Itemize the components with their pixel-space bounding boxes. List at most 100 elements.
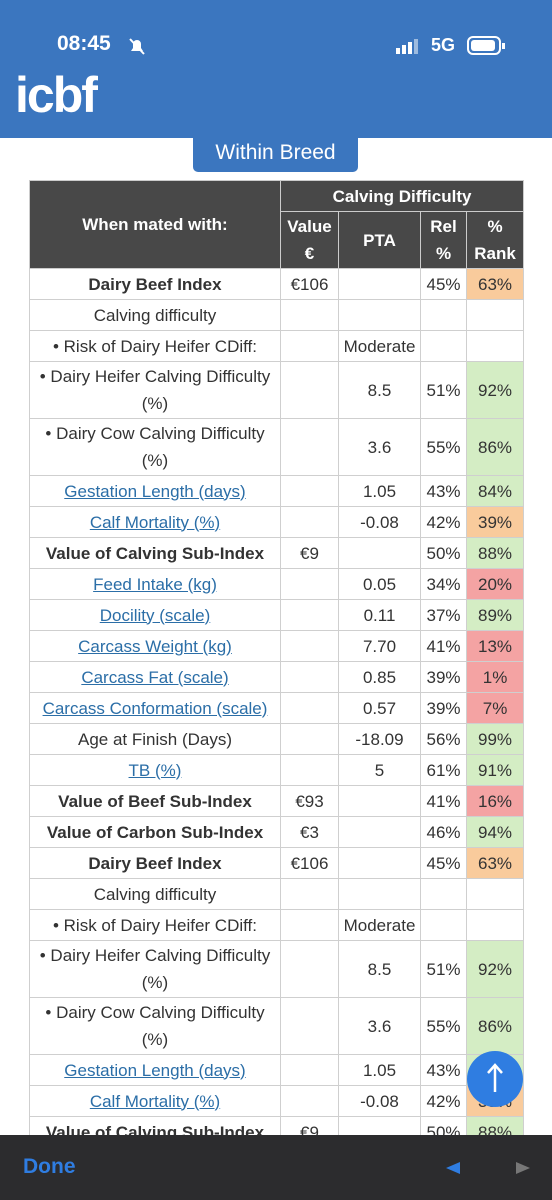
table-cell: Moderate [338,330,421,362]
table-cell: 50% [420,1116,467,1135]
cell-text: 20% [478,574,513,594]
cell-text: 39% [426,698,461,718]
table-cell [280,506,339,538]
cell-text: Moderate [343,336,416,356]
table-cell: 45% [420,847,467,879]
cell-text: Calving difficulty [93,305,217,325]
cell-text: 3.6 [367,437,392,457]
table-row: Feed Intake (kg) 0.05 34% 20% [29,568,525,600]
cell-text: 55% [426,1016,461,1036]
table-cell: 7.70 [338,630,421,662]
trait-link[interactable]: Carcass Conformation (scale) [42,698,268,718]
column-header: % Rank [465,211,525,269]
cell-text: Dairy Beef Index [88,274,222,294]
table-cell: Value of Carbon Sub-Index [29,816,281,848]
table-cell [280,475,339,507]
table-cell [420,330,467,362]
table-cell: 50% [420,537,467,569]
cell-text: Value of Carbon Sub-Index [46,822,264,842]
table-row: Dairy Beef Index €106 45% 63% [29,847,525,879]
cell-text: 5 [374,760,385,780]
table-cell: Docility (scale) [29,599,281,631]
table-cell: 88% [465,537,525,569]
table-cell: Carcass Conformation (scale) [29,692,281,724]
done-button[interactable]: Done [23,1155,76,1178]
table-cell: €106 [280,847,339,879]
table-cell: 51% [420,361,467,419]
cell-text: 88% [478,543,513,563]
cell-text: • Dairy Cow Calving Difficulty (%) [45,1003,265,1049]
table-cell: 0.57 [338,692,421,724]
table-cell [280,878,339,910]
cell-text: 37% [426,605,461,625]
table-row: Docility (scale) 0.11 37% 89% [29,599,525,631]
cell-text: 94% [478,822,513,842]
table-cell: 63% [465,847,525,879]
cell-text: 7.70 [362,636,397,656]
cell-text: 63% [478,853,513,873]
battery-icon [467,36,505,55]
table-cell [280,692,339,724]
table-cell [280,661,339,693]
table-cell: 45% [420,268,467,300]
table-row: Dairy Beef Index €106 45% 63% [29,268,525,300]
table-cell: 1.05 [338,475,421,507]
cell-text: 3.6 [367,1016,392,1036]
nav-arrows[interactable] [444,1159,534,1177]
trait-link[interactable]: TB (%) [128,760,182,780]
scroll-top-button[interactable] [466,1050,524,1108]
trait-link[interactable]: Gestation Length (days) [64,1060,246,1080]
table-cell: 3.6 [338,418,421,476]
trait-link[interactable]: Feed Intake (kg) [93,574,217,594]
cell-text: 7% [482,698,508,718]
table-cell: 89% [465,599,525,631]
table-cell: 1% [465,661,525,693]
cell-text: 16% [478,791,513,811]
cell-text: 92% [478,380,513,400]
table-cell [420,909,467,941]
cell-text: 45% [426,853,461,873]
table-cell [280,723,339,755]
cell-text: Dairy Beef Index [88,853,222,873]
cell-text: 1.05 [362,481,397,501]
table-cell: 84% [465,475,525,507]
table-cell: €9 [280,537,339,569]
table-cell: 86% [465,418,525,476]
cell-text: 61% [426,760,461,780]
trait-link[interactable]: Calf Mortality (%) [89,1091,221,1111]
trait-link[interactable]: Calf Mortality (%) [89,512,221,532]
status-time: 08:45 [57,32,111,55]
cell-text: 46% [426,822,461,842]
table-cell: €9 [280,1116,339,1136]
table-cell: Gestation Length (days) [29,1054,281,1086]
table-cell [338,816,421,848]
table-row: TB (%) 5 61% 91% [29,754,525,786]
trait-link[interactable]: Docility (scale) [99,605,211,625]
cell-text: 89% [478,605,513,625]
trait-link[interactable]: Gestation Length (days) [64,481,246,501]
table-cell: 46% [420,816,467,848]
table-cell: 92% [465,940,525,998]
app-header: 08:45 5G icbf [0,0,552,138]
cell-text: 99% [478,729,513,749]
cell-text: 39% [478,512,513,532]
table-cell: €93 [280,785,339,817]
table-row: Calving difficulty [29,878,525,910]
cell-text: -18.09 [355,729,404,749]
table-cell: 42% [420,1085,467,1117]
trait-link[interactable]: Carcass Fat (scale) [81,667,229,687]
table-cell: 91% [465,754,525,786]
trait-link[interactable]: Carcass Weight (kg) [78,636,232,656]
table-cell: 8.5 [338,361,421,419]
tab[interactable]: Within Breed [193,138,358,172]
cell-text: -0.08 [360,512,399,532]
cell-text: €9 [300,1122,319,1136]
table-cell: Age at Finish (Days) [29,723,281,755]
cell-text: 88% [478,1122,513,1136]
cell-text: 45% [426,274,461,294]
cell-text: Value of Beef Sub-Index [58,791,252,811]
table-cell [338,537,421,569]
cell-text: • Risk of Dairy Heifer CDiff: [52,336,257,356]
